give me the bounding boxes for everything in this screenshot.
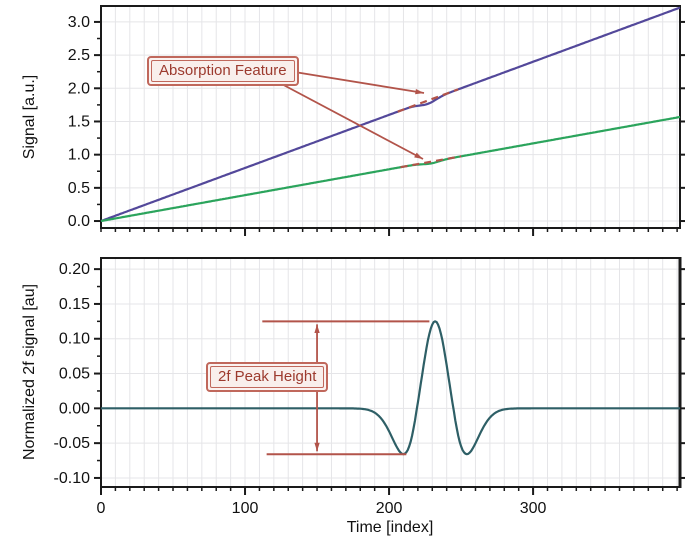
y-tick-label: 2.0 — [68, 80, 90, 97]
series-high-gain-laser-ramp — [100, 6, 681, 223]
y-tick-label: 3.0 — [68, 14, 90, 31]
series-low-gain-laser-ramp — [100, 115, 681, 223]
series-normalized-2f-signal — [101, 320, 680, 456]
y-tick-label: 0.5 — [68, 180, 90, 197]
x-tick-label: 200 — [376, 500, 403, 517]
x-axis-ticks — [100, 228, 678, 236]
y-tick-label: -0.05 — [54, 435, 91, 452]
gridlines — [101, 6, 680, 228]
y-tick-label: 0.05 — [59, 366, 90, 383]
y-tick-label: 0.15 — [59, 296, 90, 313]
annotations — [262, 320, 430, 456]
y-axis-ticks: 0.0 0.5 1.0 1.5 2.0 2.5 3.0 — [68, 14, 685, 230]
gridlines — [101, 258, 680, 487]
annotations — [275, 68, 425, 160]
signal-vs-time-chart: 0.0 0.5 1.0 1.5 2.0 2.5 3.0 — [68, 5, 685, 236]
unabsorbed-baseline-low — [400, 155, 462, 169]
y-tick-label: 1.0 — [68, 147, 90, 164]
x-tick-label: 300 — [520, 500, 547, 517]
y-tick-label: 1.5 — [68, 113, 90, 130]
peak-height-label: 2f Peak Height — [210, 366, 325, 388]
normalized-2f-chart: -0.10 -0.05 0.00 0.05 0.10 0.15 0.20 0 100 200 300 — [54, 257, 685, 517]
top-y-axis-label: Signal [a.u.] — [21, 74, 38, 160]
absorption-feature-callout: Absorption Feature — [147, 56, 299, 86]
y-tick-label: 0.00 — [59, 400, 90, 417]
y-tick-label: 0.20 — [59, 261, 90, 278]
y-tick-label: 2.5 — [68, 47, 90, 64]
peak-height-callout: 2f Peak Height — [206, 362, 329, 392]
x-axis-ticks: 0 100 200 300 — [97, 487, 678, 517]
y-tick-label: 0.10 — [59, 331, 90, 348]
y-tick-label: 0.0 — [68, 213, 90, 230]
unabsorbed-baseline-high — [397, 88, 459, 113]
x-axis-label: Time [index] — [346, 519, 434, 536]
absorption-feature-label: Absorption Feature — [151, 60, 295, 82]
x-tick-label: 0 — [97, 500, 106, 517]
y-tick-label: -0.10 — [54, 470, 91, 487]
x-tick-label: 100 — [232, 500, 259, 517]
bottom-y-axis-label: Normalized 2f signal [au] — [21, 283, 38, 461]
y-axis-ticks: -0.10 -0.05 0.00 0.05 0.10 0.15 0.20 — [54, 261, 685, 487]
